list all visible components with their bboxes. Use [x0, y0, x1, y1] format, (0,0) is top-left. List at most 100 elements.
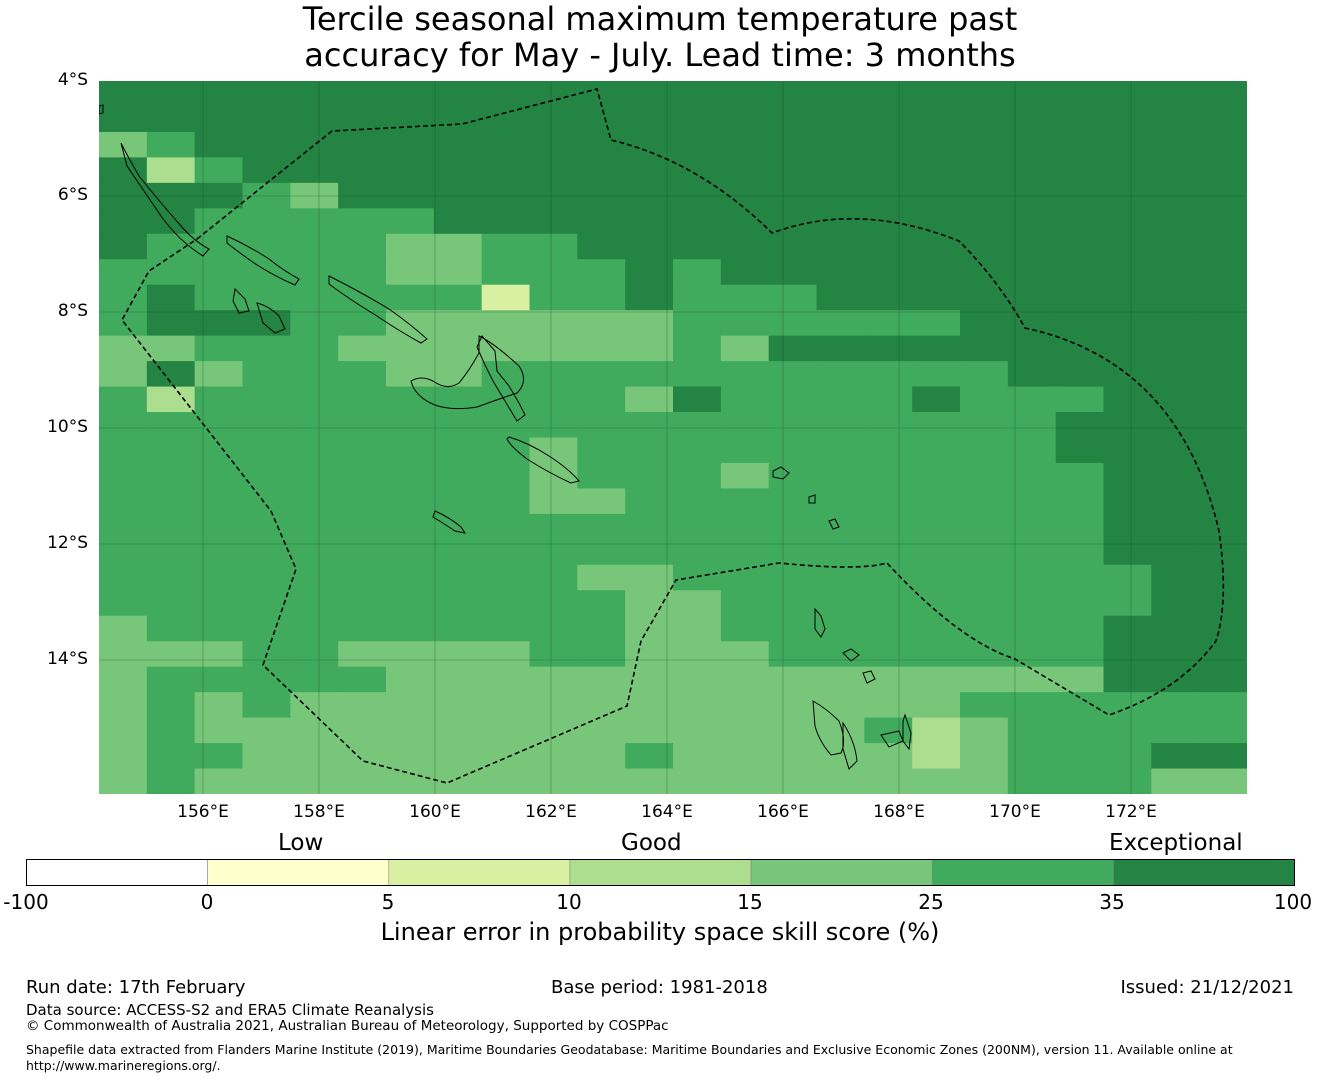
grid-cell: [577, 564, 626, 591]
grid-cell: [625, 259, 674, 286]
shapefile-credit-1: Shapefile data extracted from Flanders M…: [26, 1042, 1233, 1057]
grid-cell: [768, 513, 818, 540]
grid-cell: [146, 768, 196, 794]
grid-cell: [673, 106, 722, 133]
grid-cell: [433, 412, 483, 439]
grid-cell: [529, 743, 578, 770]
grid-cell: [864, 412, 913, 439]
lat-label-4s: 4°S: [57, 70, 88, 90]
grid-cell: [290, 208, 339, 235]
grid-cell: [960, 437, 1009, 464]
grid-cell: [529, 284, 578, 311]
grid-cell: [194, 259, 244, 286]
grid-cell: [1151, 437, 1200, 464]
grid-cell: [242, 564, 291, 591]
grid-cell: [816, 437, 865, 464]
grid-cell: [386, 564, 435, 591]
grid-cell: [194, 233, 244, 260]
grid-cell: [720, 335, 770, 362]
grid-cell: [960, 743, 1009, 770]
grid-cell: [960, 284, 1009, 311]
colorbar-tick-100: 100: [1273, 890, 1313, 914]
grid-cell: [290, 233, 339, 260]
grid-cell: [1199, 208, 1247, 235]
grid-cell: [1151, 208, 1200, 235]
grid-cell: [481, 335, 531, 362]
grid-cell: [720, 717, 770, 744]
grid-cell: [625, 641, 674, 668]
grid-cell: [433, 743, 483, 770]
grid-cell: [481, 717, 531, 744]
grid-cell: [1055, 590, 1105, 617]
grid-cell: [768, 131, 818, 158]
grid-cell: [194, 539, 244, 566]
grid-cell: [194, 81, 244, 108]
grid-cell: [386, 361, 435, 388]
grid-cell: [481, 310, 531, 337]
grid-cell: [673, 386, 722, 413]
grid-cell: [673, 157, 722, 184]
grid-cell: [242, 233, 291, 260]
grid-cell: [1151, 157, 1200, 184]
grid-cell: [481, 666, 531, 693]
grid-cell: [1055, 361, 1105, 388]
grid-cell: [625, 335, 674, 362]
grid-cell: [577, 310, 626, 337]
lon-label-160e: 160°E: [409, 802, 461, 822]
grid-cell: [290, 412, 339, 439]
grid-cell: [960, 462, 1009, 490]
grid-cell: [529, 666, 578, 693]
grid-cell: [673, 590, 722, 617]
grid-cell: [1199, 666, 1247, 693]
grid-cell: [768, 361, 818, 388]
grid-cell: [625, 692, 674, 719]
grid-cell: [194, 488, 244, 515]
grid-cell: [720, 513, 770, 540]
grid-cell: [816, 513, 865, 540]
grid-cell: [960, 310, 1009, 337]
grid-cell: [912, 513, 961, 540]
grid-cell: [290, 131, 339, 158]
grid-cell: [1103, 208, 1152, 235]
grid-cell: [481, 462, 531, 490]
grid-cell: [577, 717, 626, 744]
grid-cell: [768, 462, 818, 490]
grid-cell: [386, 131, 435, 158]
grid-cell: [720, 386, 770, 413]
grid-cell: [768, 208, 818, 235]
grid-cell: [673, 208, 722, 235]
grid-cell: [912, 615, 961, 642]
grid-cell: [433, 81, 483, 108]
grid-cell: [338, 208, 387, 235]
grid-cell: [912, 539, 961, 566]
grid-cell: [816, 692, 865, 719]
grid-cell: [625, 81, 674, 108]
grid-cell: [194, 412, 244, 439]
grid-cell: [338, 131, 387, 158]
category-good: Good: [621, 830, 682, 856]
grid-cell: [1103, 437, 1152, 464]
grid-cell: [338, 386, 387, 413]
grid-cell: [290, 157, 339, 184]
grid-cell: [242, 743, 291, 770]
grid-cell: [194, 590, 244, 617]
grid-cell: [816, 768, 865, 794]
grid-cell: [673, 641, 722, 668]
grid-cell: [1055, 233, 1105, 260]
grid-cell: [481, 131, 531, 158]
grid-cell: [99, 692, 148, 719]
lon-label-168e: 168°E: [873, 802, 925, 822]
lat-label-12s: 12°S: [47, 533, 88, 553]
grid-cell: [720, 488, 770, 515]
grid-cell: [1007, 208, 1057, 235]
grid-cell: [960, 692, 1009, 719]
grid-cell: [768, 335, 818, 362]
grid-cell: [1103, 81, 1152, 108]
grid-cell: [99, 513, 148, 540]
grid-cell: [1055, 284, 1105, 311]
grid-cell: [481, 539, 531, 566]
grid-cell: [1007, 641, 1057, 668]
colorbar-segment: [26, 859, 208, 886]
grid-cell: [673, 743, 722, 770]
grid-cell: [99, 539, 148, 566]
